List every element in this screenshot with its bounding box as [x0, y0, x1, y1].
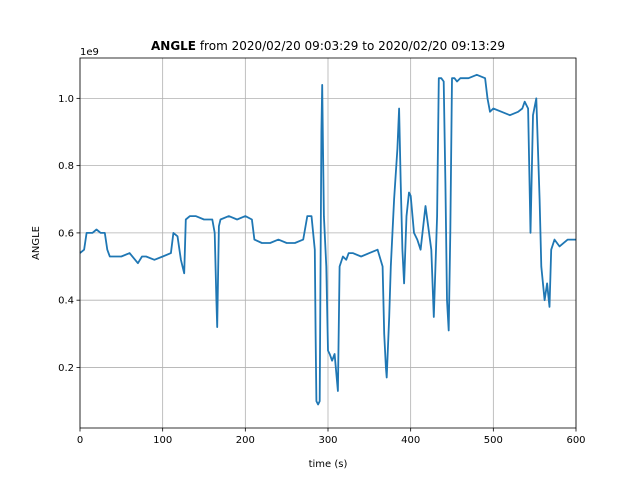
- chart-title-bold: ANGLE: [151, 39, 196, 53]
- x-tick-label: 200: [236, 435, 255, 446]
- y-offset-label: 1e9: [80, 47, 99, 58]
- x-tick-label: 400: [401, 435, 420, 446]
- plot-area: [79, 73, 576, 406]
- x-tick-label: 500: [484, 435, 503, 446]
- x-tick-label: 100: [153, 435, 172, 446]
- x-tick-label: 300: [318, 435, 337, 446]
- x-tick-label: 600: [566, 435, 585, 446]
- series-line: [79, 73, 576, 406]
- grid-lines: [79, 58, 577, 428]
- y-axis-label: ANGLE: [31, 226, 42, 260]
- y-tick-label: 0.2: [58, 363, 74, 374]
- chart-title: ANGLE from 2020/02/20 09:03:29 to 2020/0…: [151, 39, 505, 53]
- chart-title-rest: from 2020/02/20 09:03:29 to 2020/02/20 0…: [196, 39, 505, 53]
- x-axis-label: time (s): [309, 459, 348, 470]
- y-tick-label: 1.0: [58, 94, 74, 105]
- y-tick-label: 0.4: [58, 296, 74, 307]
- x-tick-label: 0: [77, 435, 83, 446]
- y-tick-label: 0.8: [58, 161, 74, 172]
- y-tick-label: 0.6: [58, 228, 74, 239]
- axis-ticks: 0 100 200 300 400 500 600 0.2 0.4 0.6 0.8 1.0: [58, 94, 585, 446]
